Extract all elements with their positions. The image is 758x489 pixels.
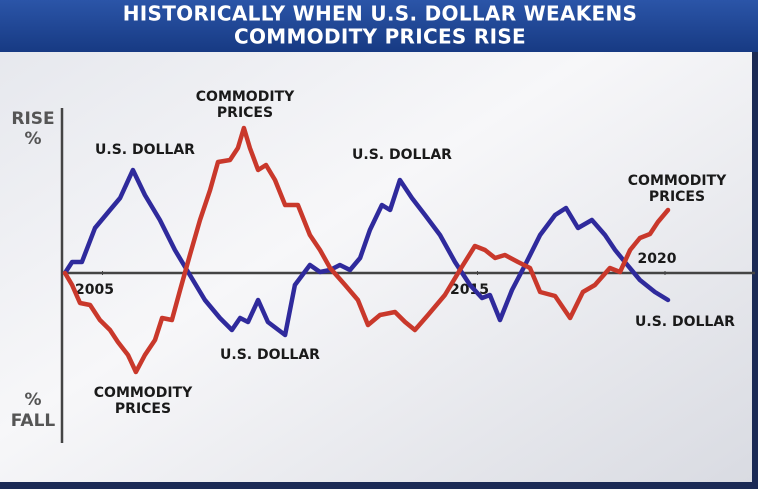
annotation: U.S. DOLLAR xyxy=(635,314,735,330)
chart-title: HISTORICALLY WHEN U.S. DOLLAR WEAKENS xyxy=(123,2,638,26)
title-banner xyxy=(0,0,758,52)
annotation: COMMODITY xyxy=(628,173,727,189)
x-tick-label: 2005 xyxy=(75,282,114,298)
annotation: COMMODITY xyxy=(196,89,295,105)
annotation: COMMODITY xyxy=(94,385,193,401)
chart-title: COMMODITY PRICES RISE xyxy=(234,25,526,49)
annotation: U.S. DOLLAR xyxy=(352,147,452,163)
x-tick-label: 2020 xyxy=(638,251,677,267)
y-axis-label: % xyxy=(24,390,41,410)
annotation: PRICES xyxy=(649,189,705,205)
annotation: PRICES xyxy=(115,401,171,417)
y-axis-label: RISE xyxy=(11,109,54,129)
series-line xyxy=(62,125,671,375)
annotation: U.S. DOLLAR xyxy=(220,347,320,363)
annotation: U.S. DOLLAR xyxy=(95,142,195,158)
y-axis-label: FALL xyxy=(11,411,56,431)
annotation: PRICES xyxy=(217,105,273,121)
series-line xyxy=(62,167,671,338)
y-axis-label: % xyxy=(24,129,41,149)
chart-background xyxy=(0,0,752,482)
